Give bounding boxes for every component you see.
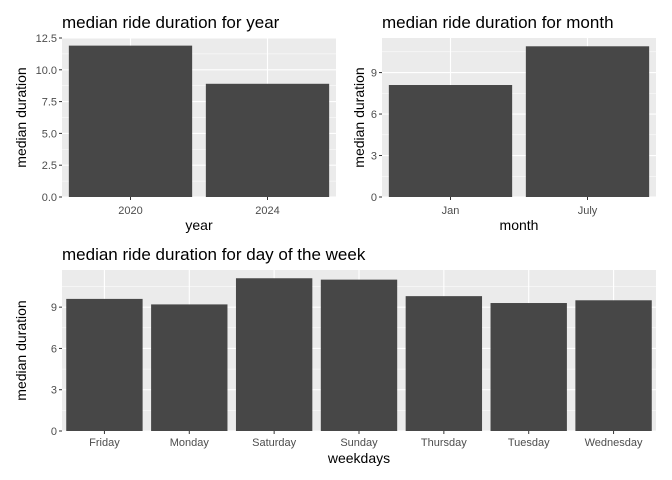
chart-2: 0 3 6 9 Jan July median ride duration for mont… xyxy=(351,13,656,233)
x-tick-label: July xyxy=(578,205,598,217)
y-axis-title: median duration xyxy=(351,67,367,167)
chart-3: 0 3 6 9 Friday Monday Saturday Sunday Thursday Tu… xyxy=(13,245,656,466)
x-tick-label: 2024 xyxy=(255,205,279,217)
y-tick-label: 0.0 xyxy=(42,192,57,204)
bar-thursday xyxy=(405,296,483,431)
y-tick-label: 7.5 xyxy=(42,97,57,109)
x-tick-label: Thursday xyxy=(421,437,467,449)
bar-sunday xyxy=(320,279,398,431)
x-tick-label: Jan xyxy=(442,205,460,217)
y-tick-label: 9 xyxy=(371,68,377,80)
y-tick-label: 10.0 xyxy=(36,65,57,77)
x-axis-title: weekdays xyxy=(327,450,390,466)
bar-friday xyxy=(66,298,143,431)
y-axis-title: median duration xyxy=(13,300,29,400)
chart-title: median ride duration for day of the week xyxy=(62,245,366,264)
bar-tuesday xyxy=(490,303,567,431)
x-axis-title: year xyxy=(185,217,213,233)
x-tick-label: Friday xyxy=(89,437,120,449)
x-tick-label: 2020 xyxy=(118,205,142,217)
bar-july xyxy=(525,46,650,197)
y-tick-label: 3 xyxy=(51,385,57,397)
y-tick-label: 6 xyxy=(371,109,377,121)
chart-1: 0.0 2.5 5.0 7.5 10.0 12.5 2020 2024 median ride … xyxy=(13,13,336,233)
x-axis-title: month xyxy=(500,217,539,233)
y-tick-label: 0 xyxy=(371,192,377,204)
bar-jan xyxy=(388,85,513,197)
x-tick-label: Sunday xyxy=(340,437,378,449)
y-tick-label: 6 xyxy=(51,343,57,355)
x-tick-label: Saturday xyxy=(252,437,297,449)
chart-title: median ride duration for year xyxy=(62,13,280,32)
bar-2024 xyxy=(205,83,330,197)
bar-monday xyxy=(151,304,228,431)
y-tick-label: 5.0 xyxy=(42,128,57,140)
x-tick-label: Tuesday xyxy=(508,437,550,449)
chart-title: median ride duration for month xyxy=(382,13,614,32)
y-tick-label: 9 xyxy=(51,302,57,314)
bar-2020 xyxy=(68,45,193,197)
y-tick-label: 12.5 xyxy=(36,33,57,45)
y-tick-label: 3 xyxy=(371,151,377,163)
bar-saturday xyxy=(235,278,313,431)
bar-wednesday xyxy=(575,300,652,431)
x-tick-label: Wednesday xyxy=(585,437,643,449)
y-tick-label: 2.5 xyxy=(42,160,57,172)
x-tick-label: Monday xyxy=(170,437,210,449)
y-axis-title: median duration xyxy=(13,67,29,167)
y-tick-label: 0 xyxy=(51,426,57,438)
